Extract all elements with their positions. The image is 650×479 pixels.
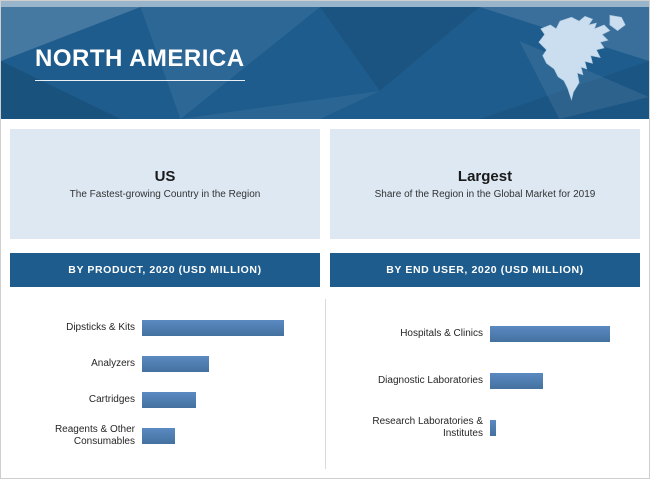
bar-row: Dipsticks & Kits (10, 315, 320, 341)
header-banner: NORTH AMERICA (1, 1, 649, 119)
chart-by-end-user: Hospitals & Clinics Diagnostic Laboratori… (330, 299, 640, 471)
bar (490, 373, 543, 389)
bar-track (142, 320, 320, 336)
bar-track (490, 420, 640, 436)
bar-track (142, 428, 320, 444)
panel-subtitle: Share of the Region in the Global Market… (374, 189, 596, 200)
section-headers-row: BY PRODUCT, 2020 (USD MILLION) BY END US… (1, 253, 649, 287)
bar-category-label: Diagnostic Laboratories (377, 374, 483, 386)
bar-category-label: Reagents & Other Consumables (54, 423, 135, 448)
bar-category-label: Analyzers (91, 357, 135, 369)
bar-row: Hospitals & Clinics (330, 321, 640, 347)
bar-category-label: Research Laboratories & Institutes (372, 415, 483, 440)
bar-category-label: Hospitals & Clinics (400, 327, 483, 339)
bar (142, 356, 209, 372)
bar-row: Analyzers (10, 351, 320, 377)
bar-row: Diagnostic Laboratories (330, 368, 640, 394)
bar-category-label: Dipsticks & Kits (66, 321, 135, 333)
section-header-by-product: BY PRODUCT, 2020 (USD MILLION) (10, 253, 320, 287)
bar (142, 392, 197, 408)
panel-title: US (154, 168, 176, 185)
bar-track (490, 326, 640, 342)
bar-category-label: Cartridges (88, 393, 135, 405)
highlight-panel-us: US The Fastest-growing Country in the Re… (10, 129, 320, 239)
bar-track (142, 356, 320, 372)
bar-row: Reagents & Other Consumables (10, 423, 320, 449)
bar-row: Cartridges (10, 387, 320, 413)
section-header-by-end-user: BY END USER, 2020 (USD MILLION) (330, 253, 640, 287)
bar (490, 326, 610, 342)
bar (490, 420, 496, 436)
highlight-panels-row: US The Fastest-growing Country in the Re… (1, 129, 649, 239)
column-divider (325, 299, 326, 469)
highlight-panel-largest: Largest Share of the Region in the Globa… (330, 129, 640, 239)
chart-by-product: Dipsticks & Kits Analyzers Cartridges Reage… (10, 299, 320, 471)
bar (142, 428, 175, 444)
north-america-map-icon (535, 13, 631, 105)
charts-row: Dipsticks & Kits Analyzers Cartridges Reage… (1, 299, 649, 471)
bar-track (142, 392, 320, 408)
bar-row: Research Laboratories & Institutes (330, 415, 640, 441)
page-title: NORTH AMERICA (35, 45, 245, 81)
panel-subtitle: The Fastest-growing Country in the Regio… (69, 189, 261, 200)
panel-title: Largest (457, 168, 513, 185)
bar (142, 320, 285, 336)
bar-track (490, 373, 640, 389)
